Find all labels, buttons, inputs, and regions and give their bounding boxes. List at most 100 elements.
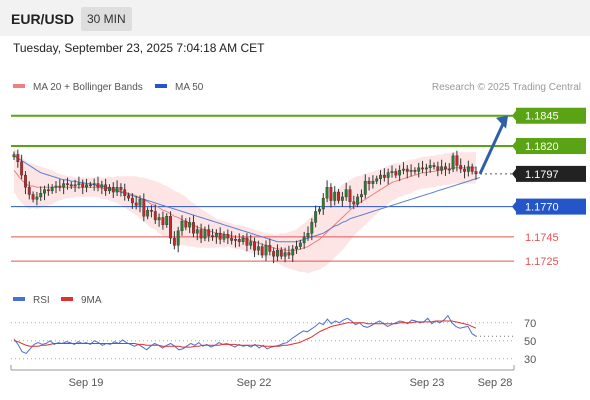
price-label-box — [516, 107, 586, 124]
candle-body — [108, 187, 111, 192]
candle-body — [295, 246, 298, 250]
price-label-pointer — [512, 201, 516, 212]
candle-body — [432, 165, 436, 167]
candle-body — [283, 252, 287, 257]
candle-body — [287, 252, 291, 256]
candle-body — [211, 235, 214, 238]
candle-body — [54, 185, 58, 188]
candle-body — [184, 220, 188, 228]
x-tick-label: Sep 19 — [69, 377, 104, 389]
candle-body — [302, 236, 306, 244]
candle-body — [279, 249, 283, 257]
candle-body — [440, 166, 444, 171]
candle-body — [444, 166, 447, 170]
price-label: 1.1725 — [525, 256, 559, 268]
header-bar: EUR/USD 30 MIN — [0, 0, 590, 36]
candle-body — [344, 189, 348, 198]
candle-body — [180, 220, 184, 232]
candle-body — [298, 242, 302, 247]
candle-body — [203, 229, 207, 239]
candle-body — [111, 187, 115, 193]
candle-body — [73, 184, 77, 187]
candle-body — [104, 184, 108, 192]
candle-body — [24, 174, 27, 188]
ma20-line — [13, 167, 476, 251]
candle-body — [348, 189, 352, 202]
candle-body — [268, 245, 272, 252]
candle-body — [276, 249, 279, 257]
candle-body — [218, 233, 222, 240]
candle-body — [428, 165, 432, 169]
timeframe-button[interactable]: 30 MIN — [81, 7, 132, 31]
candle-body — [455, 155, 459, 166]
candle-body — [405, 168, 409, 172]
symbol-label: EUR/USD — [11, 11, 75, 27]
candle-body — [130, 197, 134, 204]
price-label: 1.1845 — [525, 111, 559, 123]
candle-body — [470, 166, 474, 172]
candle-body — [165, 216, 169, 225]
candle-body — [230, 237, 234, 241]
candle-body — [188, 222, 192, 228]
candle-body — [447, 168, 451, 171]
price-label-pointer — [512, 110, 516, 121]
candle-body — [35, 196, 39, 200]
candle-body — [195, 229, 199, 234]
candle-body — [367, 180, 371, 184]
candle-body — [127, 195, 130, 199]
price-panel: 1.1845 1.1820 1.1797 1.1770 1.1745 1.1725 — [11, 107, 586, 274]
candle-body — [16, 154, 20, 162]
candle-body — [20, 161, 24, 176]
candle-body — [386, 172, 390, 178]
candle-body — [222, 234, 226, 240]
candle-body — [207, 229, 211, 236]
candle-body — [253, 241, 256, 251]
candle-body — [459, 165, 463, 170]
candle-body — [153, 211, 157, 221]
candle-body — [417, 167, 421, 172]
candle-body — [436, 166, 440, 171]
x-tick-label: Sep 23 — [410, 377, 445, 389]
candle-body — [69, 184, 73, 187]
candle-body — [325, 187, 329, 199]
candle-body — [77, 183, 81, 185]
candle-body — [169, 216, 172, 239]
candle-body — [12, 154, 16, 158]
timestamp: Tuesday, September 23, 2025 7:04:18 AM C… — [13, 41, 265, 55]
candle-body — [142, 199, 146, 217]
forecast-arrow — [478, 121, 506, 175]
candle-body — [226, 234, 230, 239]
candle-body — [409, 170, 413, 172]
price-legend: MA 20 + Bollinger Bands MA 50 — [13, 82, 204, 93]
candle-body — [58, 185, 62, 188]
rsi-panel: RSI 9MA 70 50 30 — [11, 295, 536, 366]
candle-body — [379, 174, 382, 179]
credit-text: Research © 2025 Trading Central — [432, 82, 581, 93]
candle-body — [318, 208, 321, 212]
price-label: 1.1770 — [525, 202, 559, 214]
candle-body — [256, 246, 260, 251]
candle-body — [176, 230, 180, 246]
candle-body — [306, 233, 310, 238]
bollinger-band — [14, 148, 476, 274]
candle-body — [375, 178, 379, 182]
x-axis: Sep 19 Sep 22 Sep 23 Sep 28 — [10, 365, 515, 389]
candle-body — [394, 171, 398, 176]
candle-body — [241, 237, 245, 242]
candle-body — [85, 184, 88, 188]
x-tick-label: Sep 22 — [237, 377, 272, 389]
candle-body — [382, 174, 386, 178]
candle-body — [340, 196, 344, 201]
candle-body — [360, 194, 363, 198]
candle-body — [474, 171, 478, 175]
candle-body — [39, 193, 43, 198]
candle-body — [398, 170, 402, 176]
legend-swatch — [13, 84, 25, 88]
candle-body — [424, 167, 428, 170]
candle-body — [264, 245, 268, 256]
legend-label: MA 20 + Bollinger Bands — [33, 82, 143, 93]
candle-body — [371, 180, 375, 184]
candle-body — [199, 229, 203, 239]
